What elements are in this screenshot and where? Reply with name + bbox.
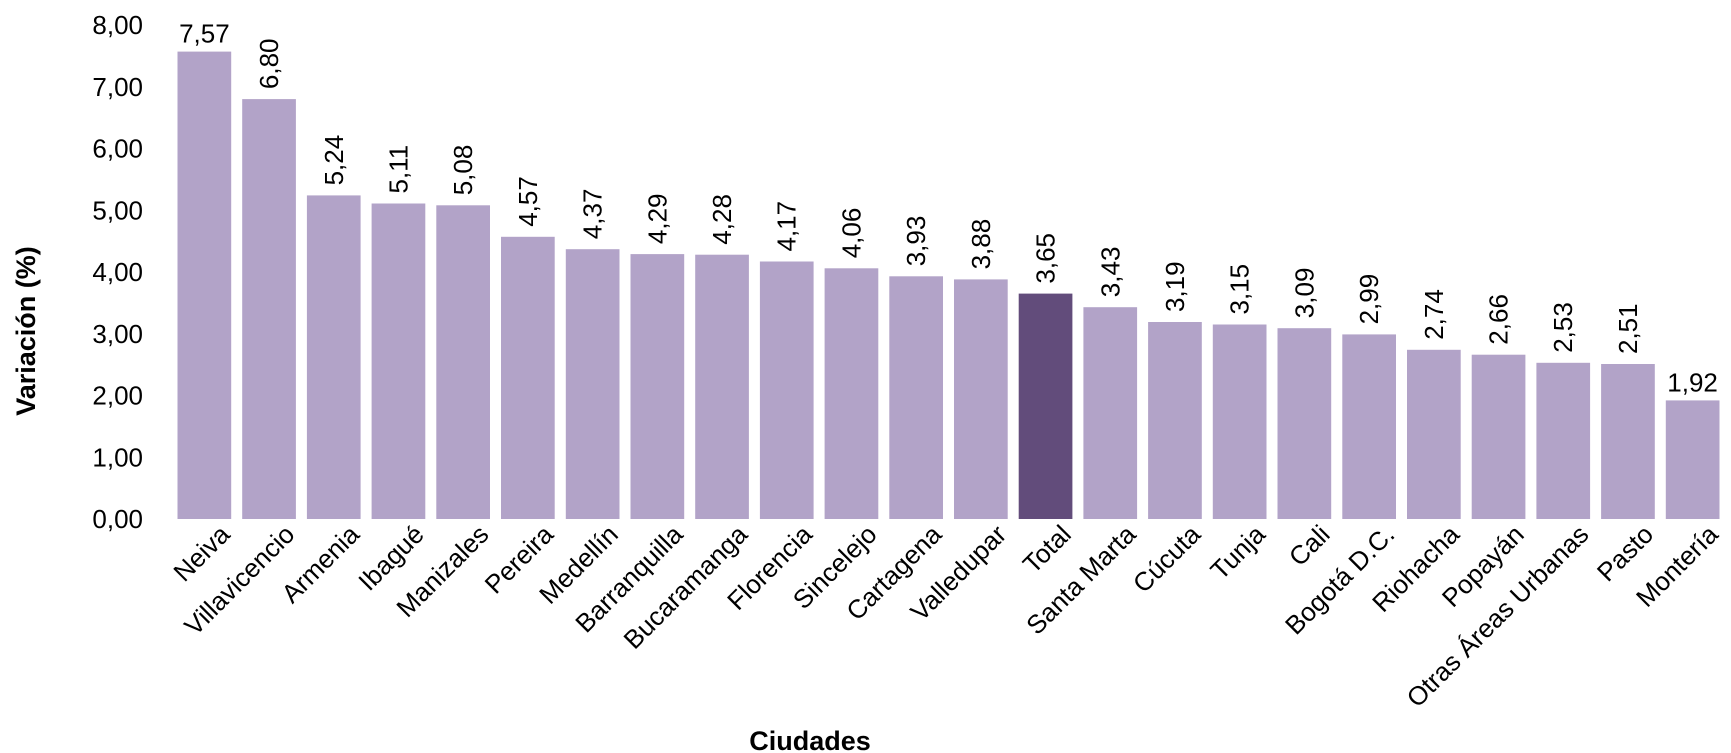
y-tick-label: 3,00 bbox=[92, 319, 143, 349]
data-label: 3,65 bbox=[1031, 233, 1061, 284]
data-label: 7,57 bbox=[179, 19, 230, 49]
data-label: 3,93 bbox=[901, 216, 931, 267]
bar bbox=[1601, 364, 1655, 519]
bar bbox=[824, 268, 879, 519]
bar bbox=[1665, 400, 1720, 519]
data-label: 4,37 bbox=[578, 189, 608, 240]
bar bbox=[1018, 293, 1073, 519]
bar bbox=[695, 254, 749, 519]
y-tick-label: 8,00 bbox=[92, 10, 143, 40]
bar bbox=[501, 236, 555, 520]
category-label: Total bbox=[1017, 519, 1077, 579]
data-label: 4,17 bbox=[772, 201, 802, 252]
bar bbox=[1471, 354, 1526, 519]
y-tick-label: 0,00 bbox=[92, 504, 143, 534]
category-label: Cúcuta bbox=[1127, 519, 1207, 599]
bar bbox=[889, 276, 943, 519]
data-label: 5,08 bbox=[448, 145, 478, 196]
bar bbox=[759, 261, 814, 519]
y-tick-label: 4,00 bbox=[92, 257, 143, 287]
bar bbox=[1148, 322, 1202, 519]
data-label: 3,43 bbox=[1095, 247, 1125, 298]
data-label: 2,99 bbox=[1354, 274, 1384, 325]
bar bbox=[306, 195, 361, 519]
category-labels: NeivaVillavicencioArmeniaIbaguéManizales… bbox=[167, 519, 1724, 713]
data-label: 5,24 bbox=[319, 135, 349, 186]
bar bbox=[1536, 362, 1591, 519]
y-tick-label: 7,00 bbox=[92, 72, 143, 102]
y-tick-label: 6,00 bbox=[92, 134, 143, 164]
bars bbox=[177, 51, 1720, 520]
data-label: 6,80 bbox=[254, 38, 284, 89]
data-label: 3,88 bbox=[966, 219, 996, 270]
bar bbox=[1342, 334, 1396, 519]
data-label: 3,15 bbox=[1225, 264, 1255, 315]
y-axis-title: Variación (%) bbox=[11, 246, 41, 416]
data-label: 5,11 bbox=[384, 145, 414, 194]
data-label: 4,57 bbox=[513, 176, 543, 227]
x-axis-title: Ciudades bbox=[749, 726, 871, 753]
data-label: 4,29 bbox=[642, 193, 672, 244]
data-label: 1,92 bbox=[1667, 367, 1718, 397]
data-label: 2,53 bbox=[1548, 302, 1578, 353]
bar bbox=[954, 279, 1008, 519]
data-label: 4,06 bbox=[836, 208, 866, 259]
data-label: 4,28 bbox=[707, 194, 737, 245]
bar bbox=[177, 51, 232, 519]
bar bbox=[1083, 307, 1138, 519]
data-label: 3,09 bbox=[1289, 268, 1319, 319]
category-label: Tunja bbox=[1204, 519, 1271, 586]
data-label: 3,19 bbox=[1160, 261, 1190, 312]
bar bbox=[1277, 328, 1332, 519]
y-tick-label: 5,00 bbox=[92, 195, 143, 225]
y-axis-ticks: 0,00 1,00 2,00 3,00 4,00 5,00 6,00 7,00 8,00 bbox=[92, 10, 143, 534]
bar bbox=[630, 254, 685, 519]
bar bbox=[436, 205, 490, 520]
data-label: 2,66 bbox=[1484, 294, 1514, 345]
data-labels: 7,57 6,80 5,24 5,11 5,08 4,57 4,37 4,29 4,28 4,17… bbox=[179, 19, 1718, 398]
y-tick-label: 1,00 bbox=[92, 442, 143, 472]
bar bbox=[371, 203, 426, 519]
y-tick-label: 2,00 bbox=[92, 381, 143, 411]
bar bbox=[1407, 349, 1461, 519]
bar bbox=[242, 99, 296, 519]
data-label: 2,51 bbox=[1613, 303, 1643, 354]
category-label: Cali bbox=[1283, 519, 1336, 572]
data-label: 2,74 bbox=[1419, 289, 1449, 340]
bar bbox=[1212, 324, 1267, 519]
bar bbox=[565, 249, 620, 519]
